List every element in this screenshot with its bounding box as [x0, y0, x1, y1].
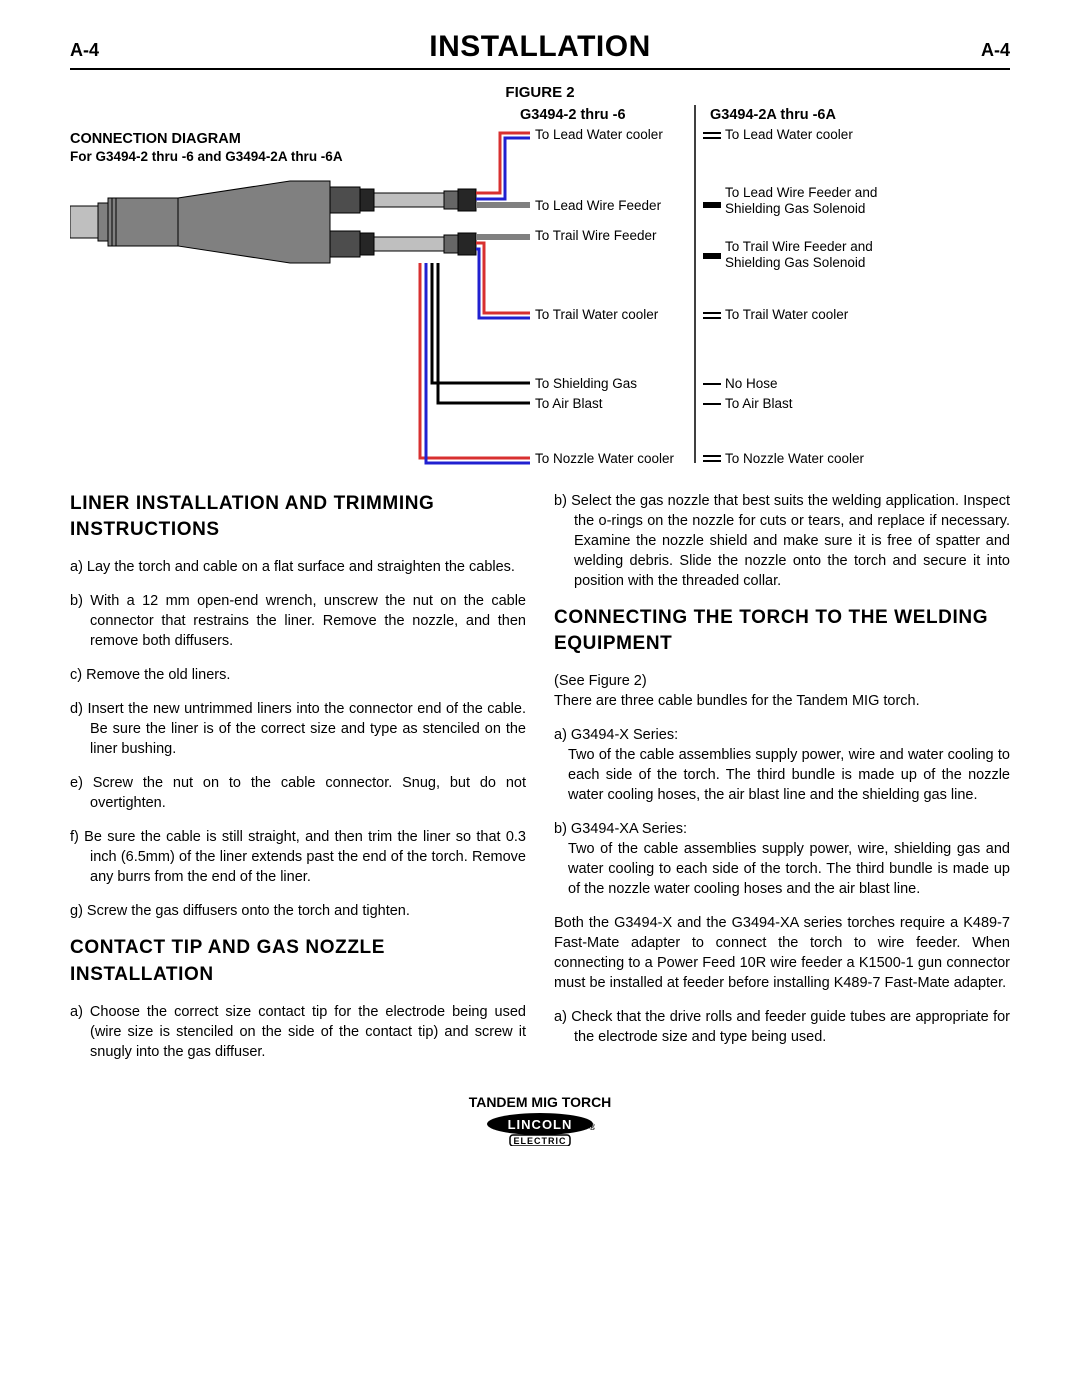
svg-text:ELECTRIC: ELECTRIC: [514, 1136, 567, 1146]
h-contact: CONTACT TIP AND GAS NOZZLE INSTALLATION: [70, 935, 526, 987]
check-drive: a) Check that the drive rolls and feeder…: [554, 1007, 1010, 1047]
contact-a: a) Choose the correct size contact tip f…: [70, 1002, 526, 1062]
both-series: Both the G3494-X and the G3494-XA series…: [554, 913, 1010, 993]
right-column: b) Select the gas nozzle that best suits…: [554, 491, 1010, 1076]
a1: To Lead Water cooler: [535, 127, 663, 142]
b2: To Lead Wire Feeder and Shielding Gas So…: [725, 185, 885, 217]
liner-g: g) Screw the gas diffusers onto the torc…: [70, 901, 526, 921]
liner-a: a) Lay the torch and cable on a flat sur…: [70, 557, 526, 577]
b1: To Lead Water cooler: [725, 127, 853, 142]
see-fig: (See Figure 2): [554, 671, 1010, 691]
page-header: A-4 INSTALLATION A-4: [70, 30, 1010, 70]
wires: [420, 133, 530, 463]
left-column: LINER INSTALLATION AND TRIMMING INSTRUCT…: [70, 491, 526, 1076]
series-x-head: a) G3494-X Series:: [554, 725, 1010, 745]
page-title: INSTALLATION: [429, 30, 651, 64]
liner-d: d) Insert the new untrimmed liners into …: [70, 699, 526, 759]
series-xa-head: b) G3494-XA Series:: [554, 819, 1010, 839]
col-a-head: G3494-2 thru -6: [520, 107, 626, 123]
svg-text:LINCOLN: LINCOLN: [508, 1117, 573, 1132]
b7: To Nozzle Water cooler: [725, 451, 865, 466]
col-b-head: G3494-2A thru -6A: [710, 107, 836, 123]
col-a-labels: To Lead Water cooler To Lead Wire Feeder…: [535, 127, 675, 466]
a3: To Trail Wire Feeder: [535, 228, 657, 243]
connection-diagram: G3494-2 thru -6 G3494-2A thru -6A CONNEC…: [70, 103, 1010, 473]
series-xa-body: Two of the cable assemblies supply power…: [554, 839, 1010, 899]
b6: To Air Blast: [725, 396, 793, 411]
page-footer: TANDEM MIG TORCH LINCOLN ® ELECTRIC: [70, 1094, 1010, 1149]
contact-b: b) Select the gas nozzle that best suits…: [554, 491, 1010, 591]
a4: To Trail Water cooler: [535, 307, 659, 322]
h-connecting: CONNECTING THE TORCH TO THE WELDING EQUI…: [554, 605, 1010, 657]
h-liner: LINER INSTALLATION AND TRIMMING INSTRUCT…: [70, 491, 526, 543]
body-columns: LINER INSTALLATION AND TRIMMING INSTRUCT…: [70, 491, 1010, 1076]
a7: To Nozzle Water cooler: [535, 451, 675, 466]
conn-for: For G3494-2 thru -6 and G3494-2A thru -6…: [70, 149, 343, 164]
lincoln-logo-icon: LINCOLN ® ELECTRIC: [485, 1112, 595, 1146]
b5: No Hose: [725, 376, 778, 391]
a6: To Air Blast: [535, 396, 603, 411]
a2: To Lead Wire Feeder: [535, 198, 662, 213]
series-x-body: Two of the cable assemblies supply power…: [554, 745, 1010, 805]
product-name: TANDEM MIG TORCH: [70, 1094, 1010, 1110]
header-right: A-4: [981, 40, 1010, 61]
brand-logo: LINCOLN ® ELECTRIC: [485, 1112, 595, 1149]
header-left: A-4: [70, 40, 99, 61]
a5: To Shielding Gas: [535, 376, 637, 391]
conn-title: CONNECTION DIAGRAM: [70, 131, 241, 147]
liner-f: f) Be sure the cable is still straight, …: [70, 827, 526, 887]
liner-b: b) With a 12 mm open-end wrench, unscrew…: [70, 591, 526, 651]
col-b-labels: To Lead Water cooler To Lead Wire Feeder…: [703, 127, 885, 466]
svg-text:®: ®: [589, 1122, 595, 1132]
torch-body: [70, 181, 476, 263]
three-bundles: There are three cable bundles for the Ta…: [554, 691, 1010, 711]
liner-c: c) Remove the old liners.: [70, 665, 526, 685]
liner-e: e) Screw the nut on to the cable connect…: [70, 773, 526, 813]
b3: To Trail Wire Feeder and Shielding Gas S…: [725, 239, 885, 271]
figure-label: FIGURE 2: [70, 84, 1010, 101]
b4: To Trail Water cooler: [725, 307, 849, 322]
diagram-svg: G3494-2 thru -6 G3494-2A thru -6A CONNEC…: [70, 103, 1010, 473]
